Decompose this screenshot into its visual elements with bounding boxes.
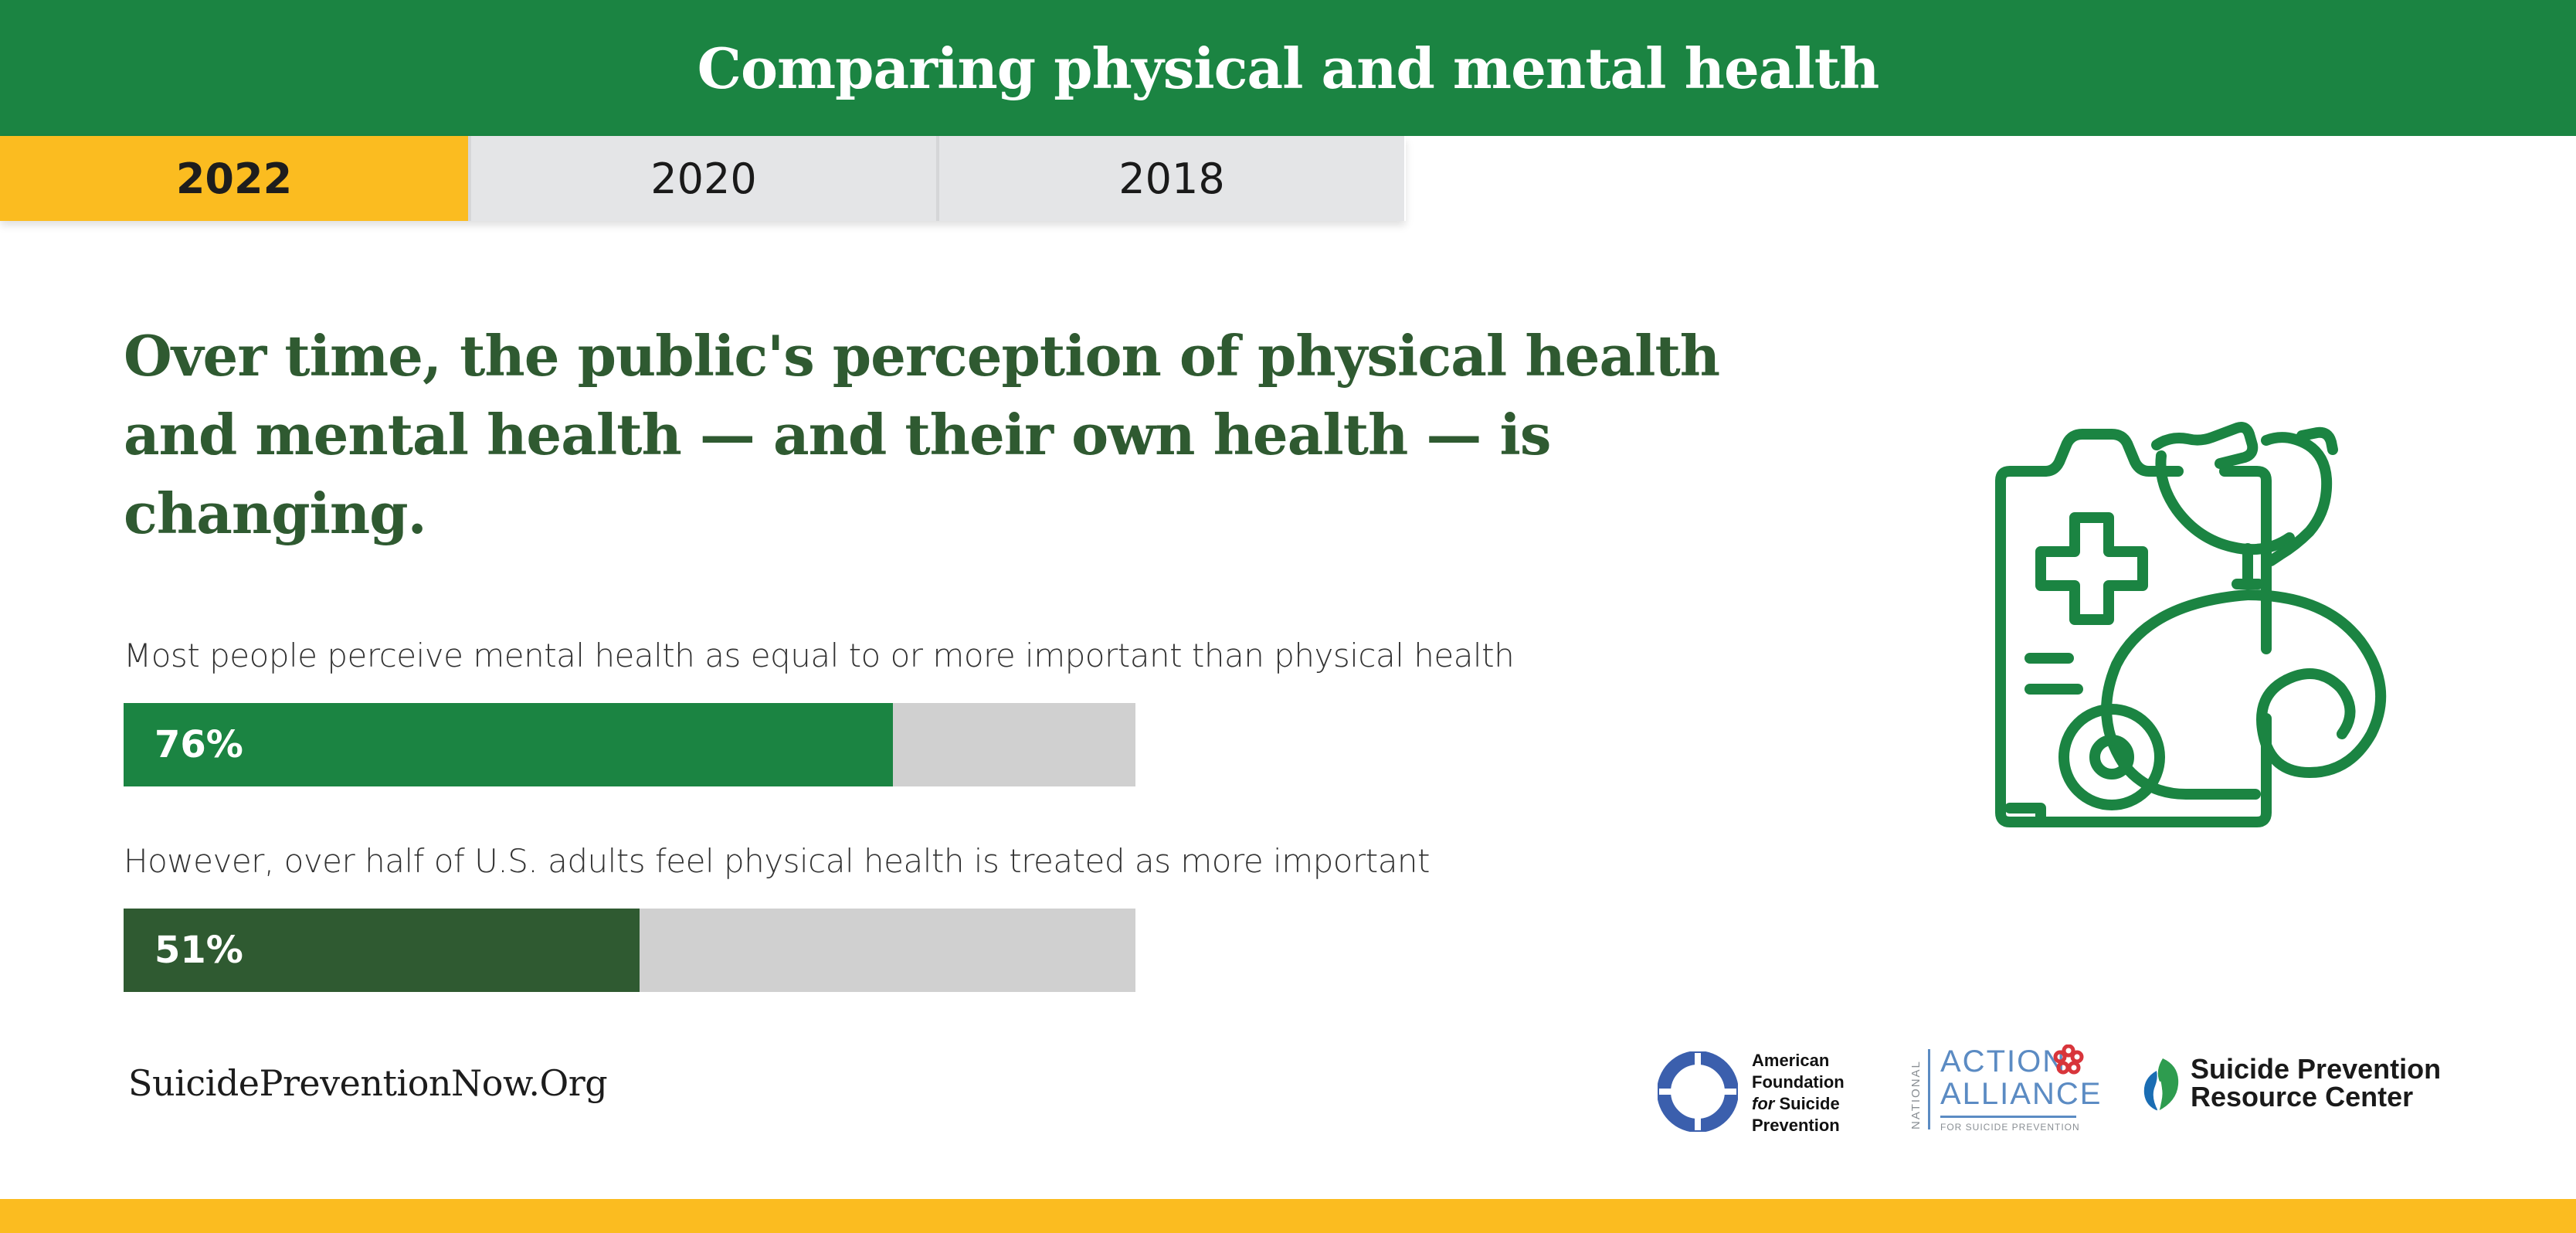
naa-action-label: ACTION xyxy=(1940,1044,2067,1078)
naa-alliance-label: ALLIANCE xyxy=(1940,1077,2103,1111)
stat-label-physical-health-treated: However, over half of U.S. adults feel p… xyxy=(124,842,1431,880)
stat-bar-fill xyxy=(124,703,893,786)
headline: Over time, the public's perception of ph… xyxy=(124,323,1720,546)
medical-clipboard-stethoscope-icon xyxy=(1993,417,2410,834)
stat-value: 51% xyxy=(154,929,243,972)
tab-2022[interactable]: 2022 xyxy=(0,136,468,221)
stat-value: 76% xyxy=(154,723,243,766)
tab-2018[interactable]: 2018 xyxy=(936,136,1404,221)
sprc-logo-text: Suicide Prevention Resource Center xyxy=(2191,1053,2442,1112)
afsp-logo[interactable]: American Foundation for Suicide Preventi… xyxy=(1658,1047,1858,1135)
year-tabs: 2022 2020 2018 xyxy=(0,136,1406,221)
lifebuoy-icon xyxy=(1658,1051,1738,1132)
sprc-leaf-icon xyxy=(2143,1058,2179,1112)
divider xyxy=(1940,1116,2076,1118)
header-banner: Comparing physical and mental health xyxy=(0,0,2576,136)
stat-bar-track: 76% xyxy=(124,703,1135,786)
naa-subtitle: FOR SUICIDE PREVENTION xyxy=(1940,1122,2080,1133)
page-title: Comparing physical and mental health xyxy=(697,35,1880,101)
action-alliance-logo[interactable]: NATIONAL ACTION ALLIANCE FOR SUICIDE PRE… xyxy=(1909,1044,2100,1145)
bottom-accent-bar xyxy=(0,1199,2576,1233)
tab-2020[interactable]: 2020 xyxy=(468,136,936,221)
naa-national-label: NATIONAL xyxy=(1909,1060,1923,1129)
stat-bar-fill xyxy=(124,909,640,992)
website-url[interactable]: SuicidePreventionNow.Org xyxy=(128,1062,608,1104)
stat-bar-track: 51% xyxy=(124,909,1135,992)
divider xyxy=(1928,1049,1930,1129)
stat-label-mental-health-importance: Most people perceive mental health as eq… xyxy=(124,637,1515,674)
star-burst-icon xyxy=(2053,1044,2084,1075)
sprc-logo[interactable]: Suicide Prevention Resource Center xyxy=(2140,1055,2464,1117)
afsp-logo-text: American Foundation for Suicide Preventi… xyxy=(1752,1051,1845,1135)
